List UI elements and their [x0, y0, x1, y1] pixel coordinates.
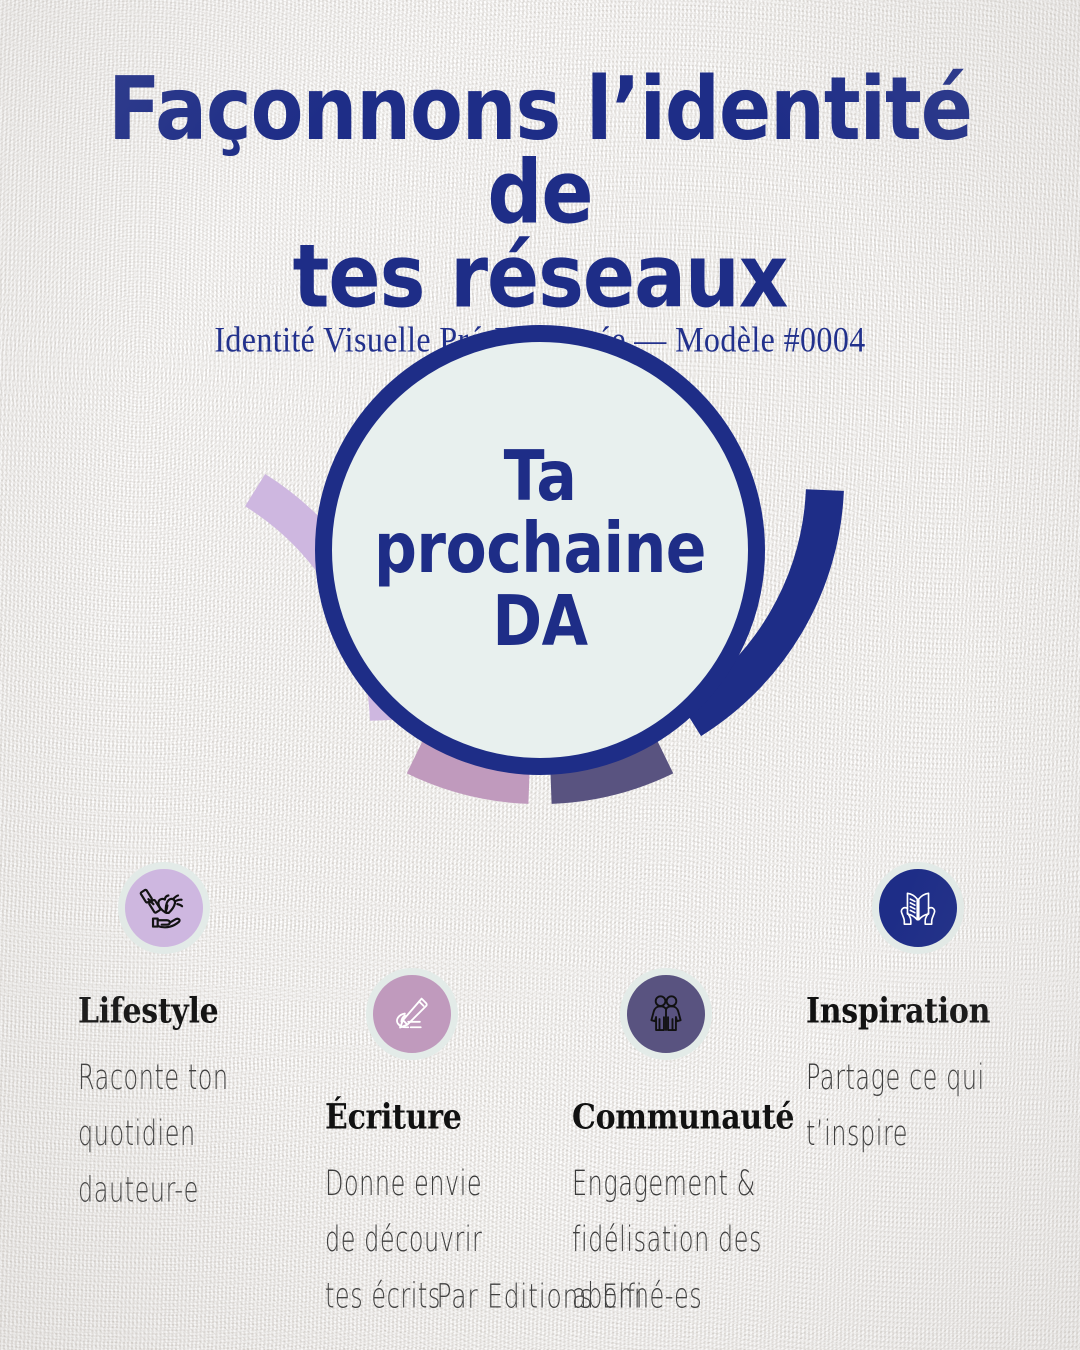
inspiration-title: Inspiration: [806, 991, 991, 1032]
inspiration-description: Partage ce qui t’inspire: [806, 1058, 985, 1155]
communaute-title: Communauté: [572, 1097, 795, 1138]
ecriture-badge[interactable]: [366, 968, 458, 1060]
hand-writing-pen-icon: [385, 987, 439, 1041]
dumbbell-fruit-hand-icon: [137, 881, 191, 935]
header: Façonnons l’identité de tes réseaux Iden…: [0, 58, 1080, 360]
page-title-line-2: tes réseaux: [292, 226, 789, 328]
page-subtitle: Identité Visuelle Pré-Fabriquée — Modèle…: [214, 318, 866, 360]
ecriture-title: Écriture: [325, 1097, 462, 1138]
lifestyle-title: Lifestyle: [78, 991, 219, 1032]
page-title: Façonnons l’identité de tes réseaux: [72, 58, 1008, 328]
two-people-icon: [641, 989, 691, 1039]
communaute-description: Engagement & fidélisation des abonné-es: [572, 1164, 763, 1318]
communaute-badge[interactable]: [620, 968, 712, 1060]
lifestyle-description: Raconte ton quotidien dauteur-e: [78, 1058, 229, 1212]
page-title-line-1: Façonnons l’identité de: [108, 58, 973, 244]
ecriture-description: Donne envie de découvrir tes écrits: [325, 1164, 483, 1318]
inspiration-badge[interactable]: [872, 862, 964, 954]
lifestyle-badge[interactable]: [118, 862, 210, 954]
footer-credit: Par Editions Elfi: [436, 1277, 644, 1316]
hands-open-book-icon: [893, 883, 943, 933]
